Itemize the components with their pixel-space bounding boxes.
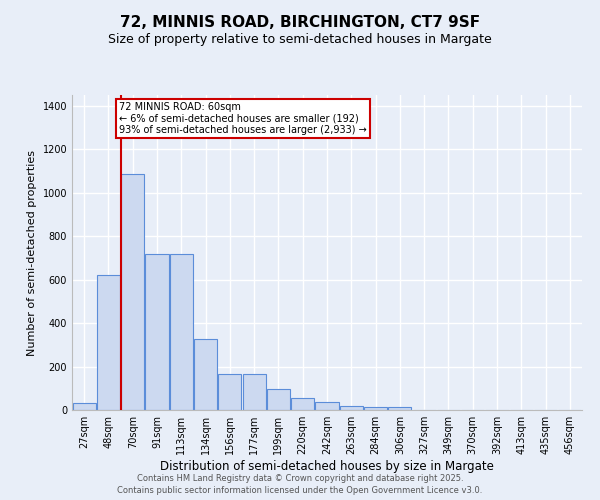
Bar (388, 408, 412, 410)
Bar (267, 390, 290, 410)
Bar (340, 406, 363, 410)
X-axis label: Distribution of semi-detached houses by size in Margate: Distribution of semi-detached houses by … (160, 460, 494, 473)
Y-axis label: Number of semi-detached properties: Number of semi-detached properties (27, 150, 37, 356)
Bar (242, 374, 266, 410)
Bar (121, 174, 144, 410)
Text: Size of property relative to semi-detached houses in Margate: Size of property relative to semi-detach… (108, 32, 492, 46)
Bar (194, 340, 217, 410)
Bar (316, 402, 338, 410)
Bar (364, 406, 387, 410)
Text: Contains HM Land Registry data © Crown copyright and database right 2025.
Contai: Contains HM Land Registry data © Crown c… (118, 474, 482, 495)
Text: 72, MINNIS ROAD, BIRCHINGTON, CT7 9SF: 72, MINNIS ROAD, BIRCHINGTON, CT7 9SF (120, 15, 480, 30)
Bar (291, 398, 314, 410)
Bar (170, 254, 193, 410)
Bar (218, 374, 241, 410)
Bar (97, 276, 120, 410)
Bar (145, 254, 169, 410)
Text: 72 MINNIS ROAD: 60sqm
← 6% of semi-detached houses are smaller (192)
93% of semi: 72 MINNIS ROAD: 60sqm ← 6% of semi-detac… (119, 102, 367, 134)
Bar (73, 404, 95, 410)
